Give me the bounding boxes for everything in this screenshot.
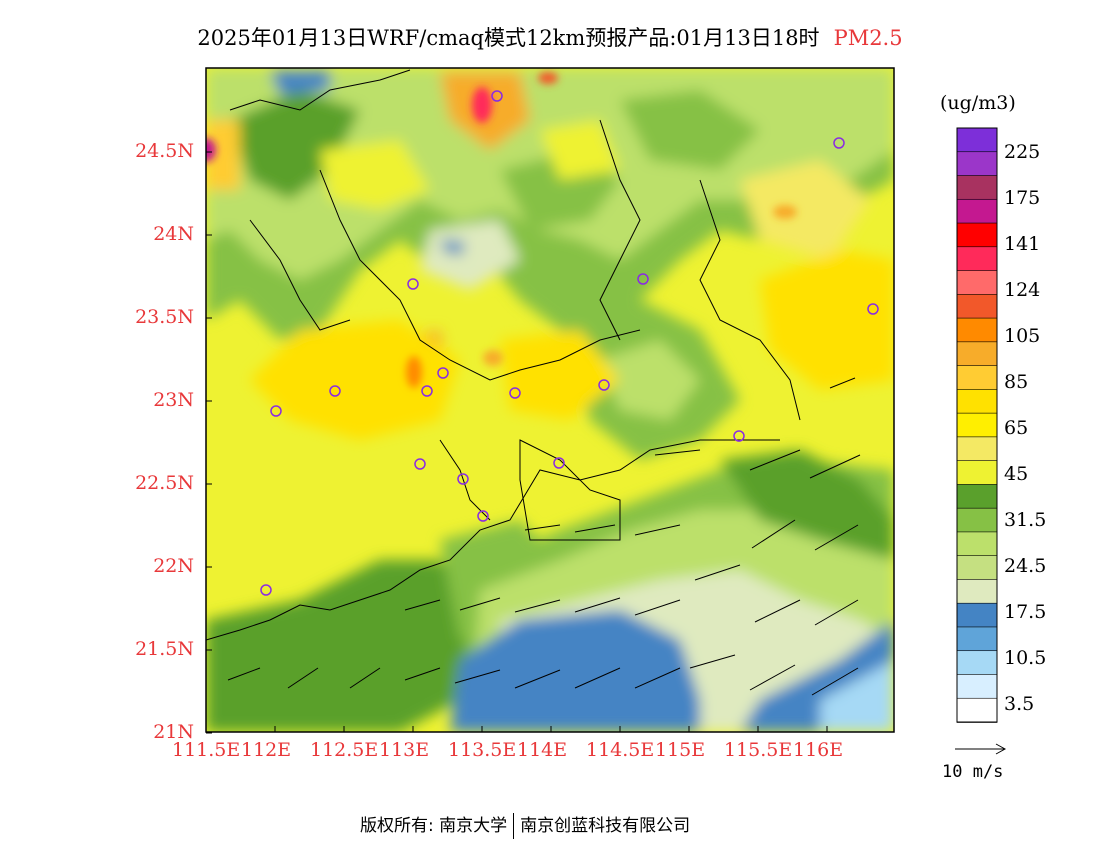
copyright-footer: 版权所有: 南京大学 南京创蓝科技有限公司 xyxy=(360,811,690,839)
hotspots xyxy=(206,72,797,388)
colorbar-label: 45 xyxy=(1004,463,1029,485)
colorbar-swatch xyxy=(956,341,998,367)
lon-tick-label: 111.5E xyxy=(172,739,241,761)
lat-tick-label: 24.5N xyxy=(135,140,194,162)
lat-tick-label: 24N xyxy=(153,223,194,245)
station-markers xyxy=(260,90,879,596)
colorbar-swatch xyxy=(956,436,998,462)
colorbar-swatch xyxy=(956,674,998,700)
colorbar-swatch xyxy=(956,246,998,272)
pm25-field xyxy=(206,68,894,732)
lat-tick-label: 23N xyxy=(153,389,194,411)
map-title: 2025年01月13日WRF/cmaq模式12km预报产品:01月13日18时 P… xyxy=(0,22,1100,52)
colorbar-label: 225 xyxy=(1004,141,1041,163)
lat-tick-label: 23.5N xyxy=(135,306,194,328)
colorbar-swatch xyxy=(956,294,998,319)
pollutant-label: PM2.5 xyxy=(833,26,903,50)
colorbar-swatch xyxy=(956,484,998,509)
lon-tick-label: 115.5E xyxy=(724,739,793,761)
colorbar-swatch xyxy=(956,602,998,628)
lon-tick-label: 112.5E xyxy=(310,739,379,761)
boundaries xyxy=(206,69,801,641)
lat-tick-label: 21N xyxy=(153,721,194,743)
footer-divider xyxy=(513,813,515,839)
colorbar-label: 124 xyxy=(1004,279,1041,301)
axis-ticks xyxy=(205,151,828,734)
colorbar-swatch xyxy=(956,531,998,557)
lat-tick-label: 21.5N xyxy=(135,638,194,660)
colorbar-swatch xyxy=(956,127,998,153)
colorbar-label: 85 xyxy=(1004,371,1029,393)
colorbar-label: 17.5 xyxy=(1004,601,1047,623)
colorbar-swatch xyxy=(956,270,998,296)
colorbar-swatch xyxy=(956,389,998,414)
wind-reference-label: 10 m/s xyxy=(942,762,1004,782)
lon-tick-label: 113.5E xyxy=(448,739,517,761)
copyright-owner-1: 南京大学 xyxy=(439,816,508,836)
colorbar xyxy=(956,127,998,723)
colorbar-swatch xyxy=(956,222,998,248)
colorbar-swatch xyxy=(956,697,998,723)
concentration-contours xyxy=(206,68,894,732)
colorbar-label: 105 xyxy=(1004,325,1041,347)
colorbar-label: 10.5 xyxy=(1004,647,1047,669)
colorbar-swatch xyxy=(956,317,998,343)
colorbar-swatch xyxy=(956,412,998,438)
colorbar-swatch xyxy=(956,365,998,391)
lon-tick-label: 115E xyxy=(655,739,706,761)
colorbar-label: 31.5 xyxy=(1004,509,1047,531)
wind-vectors xyxy=(227,377,861,696)
copyright-prefix: 版权所有: xyxy=(360,816,434,836)
lon-tick-label: 113E xyxy=(379,739,430,761)
colorbar-label: 65 xyxy=(1004,417,1029,439)
colorbar-label: 3.5 xyxy=(1004,693,1035,715)
colorbar-label: 175 xyxy=(1004,187,1041,209)
wind-reference-arrow xyxy=(955,743,1007,755)
colorbar-label: 141 xyxy=(1004,233,1041,255)
colorbar-swatch xyxy=(956,460,998,486)
lon-tick-label: 116E xyxy=(793,739,844,761)
colorbar-swatch xyxy=(956,198,998,224)
colorbar-label: 24.5 xyxy=(1004,555,1047,577)
colorbar-swatch xyxy=(956,626,998,652)
colorbar-swatch xyxy=(956,650,998,676)
lat-tick-label: 22.5N xyxy=(135,472,194,494)
copyright-owner-2: 南京创蓝科技有限公司 xyxy=(520,816,691,836)
colorbar-units: (ug/m3) xyxy=(940,92,1016,114)
lat-tick-label: 22N xyxy=(153,555,194,577)
lon-tick-label: 114E xyxy=(517,739,568,761)
lon-tick-label: 112E xyxy=(241,739,292,761)
lon-tick-label: 114.5E xyxy=(586,739,655,761)
colorbar-swatch xyxy=(956,175,998,201)
colorbar-swatch xyxy=(956,151,998,177)
colorbar-swatch xyxy=(956,507,998,533)
map-frame xyxy=(205,67,895,733)
colorbar-swatch xyxy=(956,555,998,581)
colorbar-swatch xyxy=(956,579,998,605)
colorbar-frame xyxy=(956,127,998,723)
title-text: 2025年01月13日WRF/cmaq模式12km预报产品:01月13日18时 xyxy=(197,26,820,50)
